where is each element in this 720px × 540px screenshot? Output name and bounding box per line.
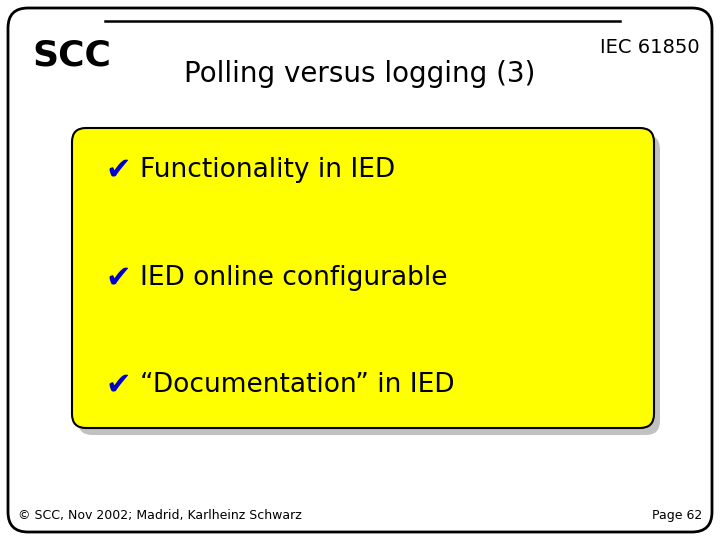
FancyBboxPatch shape: [72, 128, 654, 428]
Text: Polling versus logging (3): Polling versus logging (3): [184, 60, 536, 88]
Text: IED online configurable: IED online configurable: [140, 265, 448, 291]
Text: ✔: ✔: [105, 264, 130, 293]
Text: ✔: ✔: [105, 156, 130, 185]
Text: IEC 61850: IEC 61850: [600, 38, 700, 57]
FancyBboxPatch shape: [8, 8, 712, 532]
Text: © SCC, Nov 2002; Madrid, Karlheinz Schwarz: © SCC, Nov 2002; Madrid, Karlheinz Schwa…: [18, 509, 302, 522]
Text: “Documentation” in IED: “Documentation” in IED: [140, 372, 454, 398]
Text: Page 62: Page 62: [652, 509, 702, 522]
Text: Functionality in IED: Functionality in IED: [140, 157, 395, 183]
FancyBboxPatch shape: [78, 135, 660, 435]
Text: SCC: SCC: [32, 38, 111, 72]
Text: ✔: ✔: [105, 370, 130, 400]
